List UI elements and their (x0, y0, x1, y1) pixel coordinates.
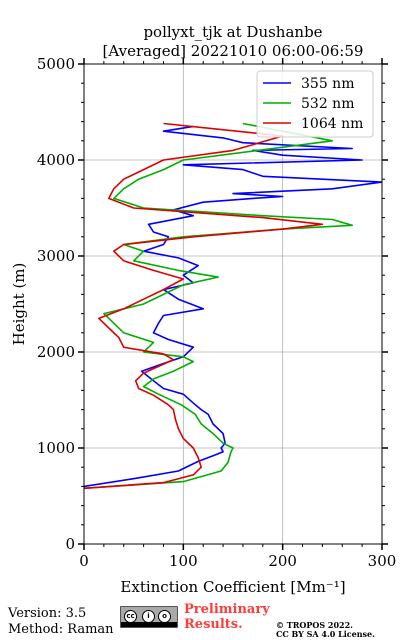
badge-bar (121, 622, 177, 627)
method-text: Method: Raman (8, 622, 114, 637)
version-text: Version: 3.5 (8, 606, 87, 621)
x-tick-label: 200 (268, 552, 297, 570)
by-icon: i (142, 610, 155, 623)
copyright-text: © TROPOS 2022. (276, 620, 353, 630)
legend-label-2: 1064 nm (301, 116, 363, 132)
y-tick-label: 1000 (37, 439, 75, 457)
y-tick-label: 4000 (37, 151, 75, 169)
x-tick-label: 300 (368, 552, 397, 570)
results-label: Results. (184, 617, 243, 632)
legend-label-0: 355 nm (301, 76, 354, 92)
cc-icon: cc (124, 610, 137, 623)
y-axis-label: Height (m) (10, 263, 28, 346)
legend-box (256, 70, 374, 138)
plot-frame (83, 63, 383, 545)
y-tick-label: 0 (65, 535, 75, 553)
x-tick-label: 0 (79, 552, 89, 570)
chart-title: pollyxt_tjk at Dushanbe (143, 23, 323, 41)
x-axis-label: Extinction Coefficient [Mm⁻¹] (120, 578, 345, 596)
series-line-2 (84, 122, 324, 490)
preliminary-label: Preliminary (184, 602, 270, 617)
legend-label-1: 532 nm (301, 96, 354, 112)
x-tick-label: 100 (169, 552, 198, 570)
chart-subtitle: [Averaged] 20221010 06:00-06:59 (102, 42, 364, 60)
license-text: CC BY SA 4.0 License. (276, 629, 375, 639)
y-tick-label: 3000 (37, 247, 75, 265)
cc-license-badge-icon: cc i o (120, 606, 178, 628)
y-tick-label: 2000 (37, 343, 75, 361)
y-tick-label: 5000 (37, 55, 75, 73)
